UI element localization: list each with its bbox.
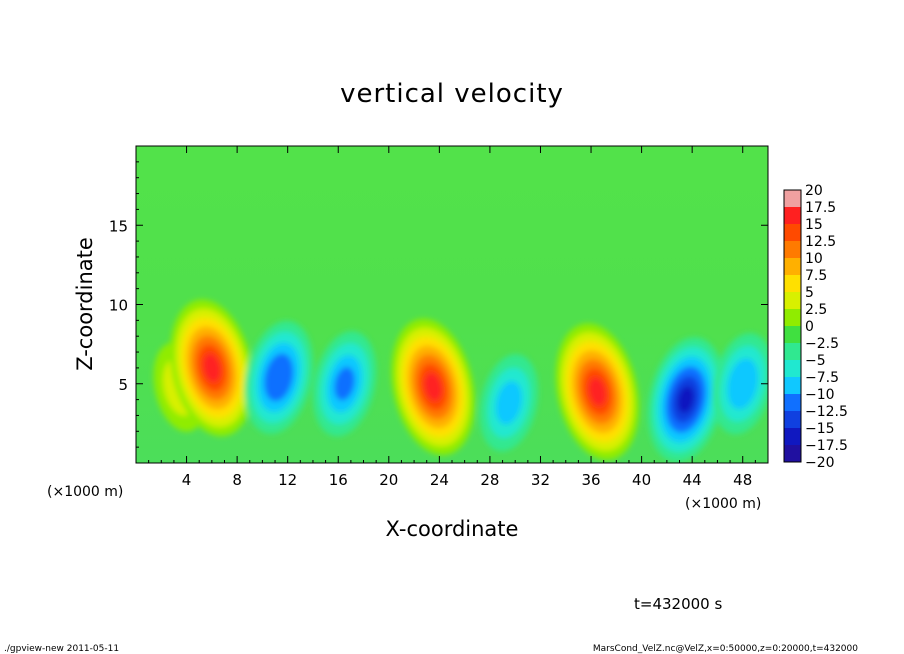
- chart-title: vertical velocity: [340, 79, 564, 109]
- contour-level: [677, 385, 695, 414]
- x-tick-label: 8: [232, 471, 242, 489]
- footer-right: MarsCond_VelZ.nc@VelZ,x=0:50000,z=0:2000…: [593, 644, 858, 654]
- contour-level: [588, 377, 607, 407]
- footer-left: ./gpview-new 2011-05-11: [4, 644, 119, 654]
- contour-level: [334, 367, 355, 401]
- colorbar-label: 2.5: [805, 302, 827, 318]
- colorbar-label: 10: [805, 251, 823, 267]
- colorbar-label: 7.5: [805, 268, 827, 284]
- x-tick-label: 16: [329, 471, 348, 489]
- colorbar-swatch: [784, 190, 801, 208]
- downdraft-cell: [712, 333, 768, 435]
- x-axis-label: X-coordinate: [386, 517, 519, 541]
- heatmap-area: [135, 145, 769, 464]
- colorbar-swatch: [784, 445, 801, 463]
- y-tick-label: 5: [118, 376, 128, 394]
- colorbar-swatch: [784, 377, 801, 395]
- updraft-cell: [555, 323, 640, 460]
- x-axis: 4 8 12 16 20 24 28 32 36 40 44 48: [148, 146, 756, 489]
- colorbar-label: −20: [805, 455, 835, 471]
- colorbar-swatch: [784, 326, 801, 344]
- time-label: t=432000 s: [634, 595, 722, 613]
- colorbar-swatch: [784, 411, 801, 429]
- x-unit-left: (×1000 m): [47, 484, 123, 500]
- y-axis-label: Z-coordinate: [73, 237, 97, 371]
- downdraft-cell: [479, 354, 539, 452]
- x-tick-label: 36: [581, 471, 600, 489]
- colorbar-label: −7.5: [805, 370, 839, 386]
- contour-level: [495, 381, 522, 425]
- colorbar-swatch: [784, 394, 801, 412]
- updraft-cell: [391, 318, 475, 456]
- downdraft-cell: [647, 337, 724, 462]
- contour-level: [264, 353, 294, 402]
- colorbar-label: −10: [805, 387, 835, 403]
- colorbar-label: 20: [805, 183, 823, 199]
- contour-level: [424, 372, 442, 402]
- y-tick-label: 15: [109, 217, 128, 235]
- x-tick-label: 12: [278, 471, 297, 489]
- downdraft-cell: [312, 331, 377, 437]
- x-tick-label: 4: [182, 471, 192, 489]
- colorbar-swatch: [784, 428, 801, 446]
- colorbar-label: 12.5: [805, 234, 836, 250]
- colorbar-swatch: [784, 258, 801, 276]
- x-tick-label: 20: [379, 471, 398, 489]
- colorbar-label: 5: [805, 285, 814, 301]
- colorbar-label: −2.5: [805, 336, 839, 352]
- colorbar-swatch: [784, 275, 801, 293]
- y-tick-label: 10: [109, 297, 128, 315]
- colorbar-swatch: [784, 309, 801, 327]
- y-axis: 5 10 15: [109, 161, 768, 448]
- colorbar-swatch: [784, 241, 801, 259]
- colorbar-label: 15: [805, 217, 823, 233]
- downdraft-cell: [244, 320, 314, 434]
- contour-level: [727, 358, 758, 410]
- colorbar-swatch: [784, 224, 801, 242]
- colorbar: 2017.51512.5107.552.50−2.5−5−7.5−10−12.5…: [783, 183, 848, 471]
- contour-level: [203, 353, 221, 383]
- colorbar-label: −17.5: [805, 438, 848, 454]
- x-tick-label: 44: [683, 471, 702, 489]
- x-tick-label: 40: [632, 471, 651, 489]
- colorbar-label: −5: [805, 353, 826, 369]
- colorbar-label: 17.5: [805, 200, 836, 216]
- colorbar-swatch: [784, 207, 801, 225]
- colorbar-frame: [783, 189, 802, 463]
- x-tick-label: 48: [733, 471, 752, 489]
- x-tick-label: 28: [480, 471, 499, 489]
- colorbar-swatch: [784, 360, 801, 378]
- x-tick-label: 32: [531, 471, 550, 489]
- colorbar-label: 0: [805, 319, 814, 335]
- colorbar-swatch: [784, 292, 801, 310]
- colorbar-label: −15: [805, 421, 835, 437]
- x-tick-label: 24: [430, 471, 449, 489]
- updraft-cell: [170, 299, 254, 437]
- colorbar-swatch: [784, 343, 801, 361]
- x-unit-right: (×1000 m): [685, 496, 761, 512]
- colorbar-label: −12.5: [805, 404, 848, 420]
